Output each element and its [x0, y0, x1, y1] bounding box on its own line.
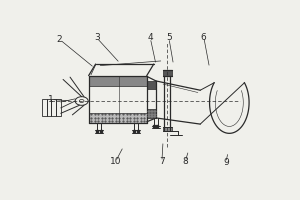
- Bar: [163, 127, 172, 131]
- Text: 3: 3: [94, 33, 100, 42]
- Polygon shape: [89, 113, 147, 123]
- Bar: [163, 70, 172, 76]
- Text: 5: 5: [166, 33, 172, 42]
- Text: 1: 1: [48, 95, 54, 104]
- Text: 9: 9: [223, 158, 229, 167]
- Text: 8: 8: [182, 157, 188, 166]
- Text: 2: 2: [57, 35, 62, 44]
- Bar: [56, 99, 61, 116]
- Text: 4: 4: [148, 33, 153, 42]
- Polygon shape: [147, 81, 156, 89]
- Text: 7: 7: [159, 157, 165, 166]
- Text: 6: 6: [201, 33, 207, 42]
- Bar: [52, 99, 56, 116]
- Polygon shape: [147, 109, 156, 118]
- Polygon shape: [89, 76, 147, 86]
- Bar: [42, 99, 47, 116]
- Bar: [47, 99, 52, 116]
- Text: 10: 10: [110, 157, 121, 166]
